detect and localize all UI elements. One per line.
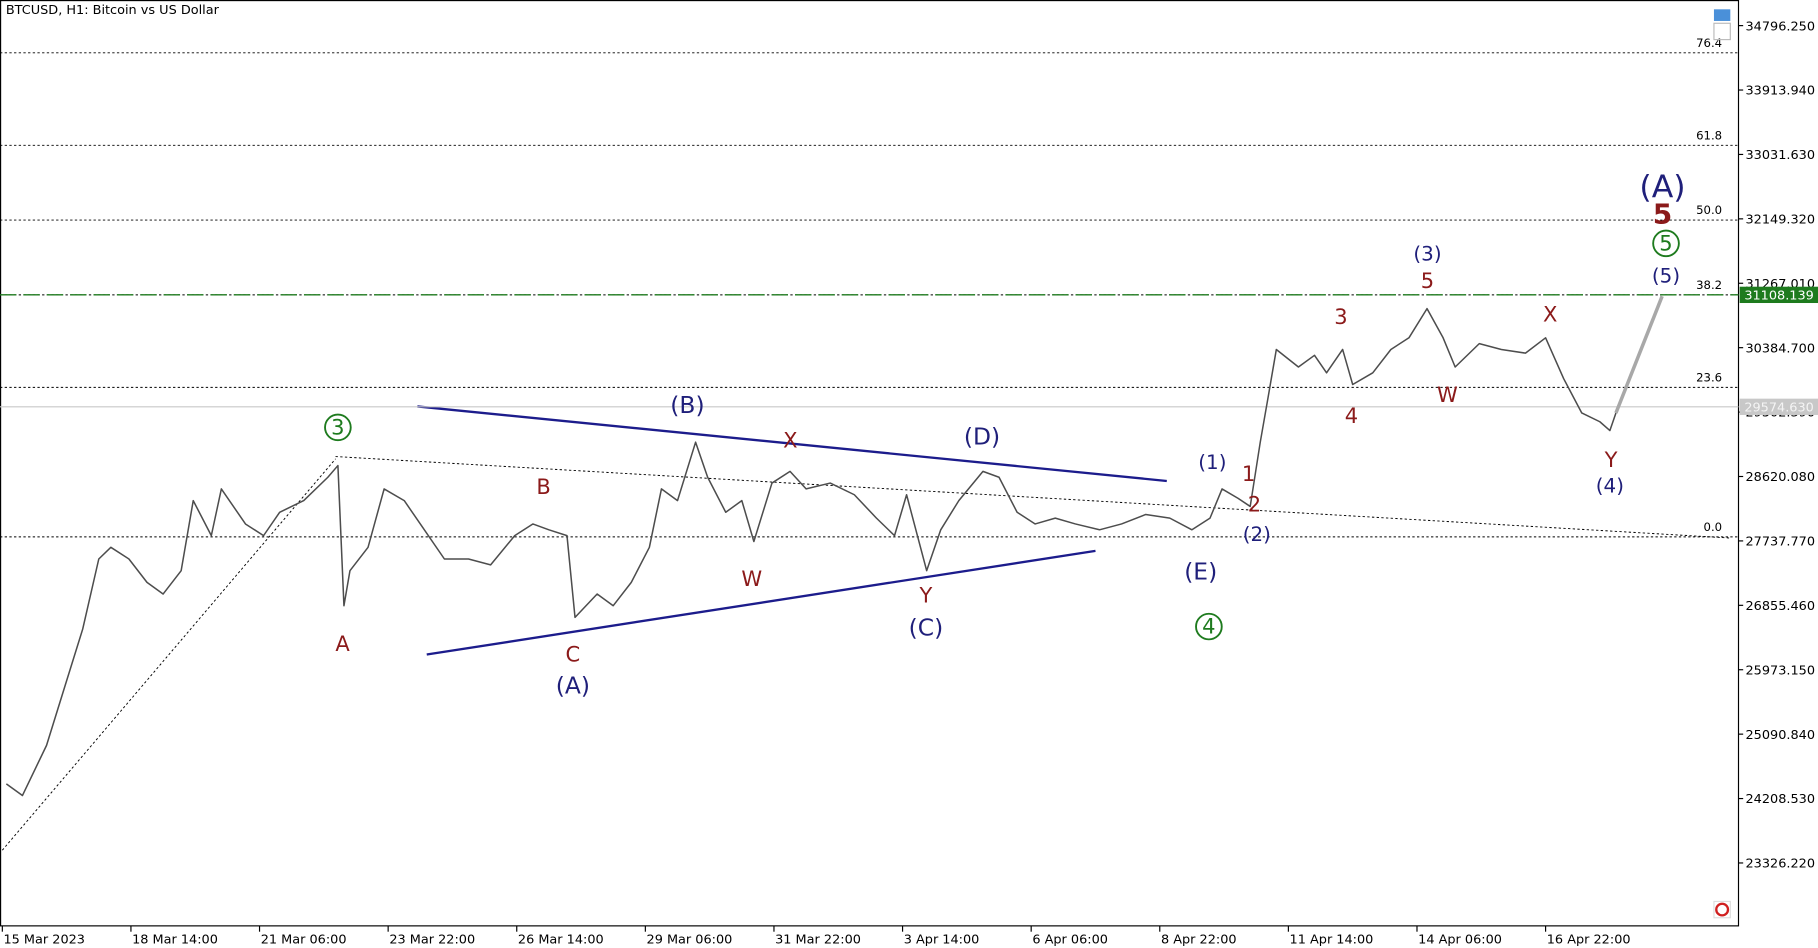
- x-tick-label: 6 Apr 06:00: [1032, 932, 1108, 947]
- wave-label: (C): [909, 613, 944, 641]
- wave-circle: [324, 413, 352, 442]
- wave-label: (3): [1413, 243, 1441, 266]
- fib-level-label: 23.6: [1696, 371, 1722, 385]
- projection-line: [1614, 295, 1664, 414]
- wave-label: 3: [331, 416, 344, 440]
- wave-label: A: [335, 632, 350, 656]
- x-tick-label: 15 Mar 2023: [4, 932, 86, 947]
- plot-frame: [0, 0, 1740, 927]
- wave-label: 5: [1659, 232, 1672, 256]
- x-tick-label: 31 Mar 22:00: [775, 932, 861, 947]
- y-tick-label: 30384.700: [1746, 341, 1816, 356]
- fib-level-label: 0.0: [1704, 520, 1723, 534]
- wave-label: 4: [1202, 615, 1215, 639]
- fib-level-label: 76.4: [1696, 36, 1722, 50]
- wave-label: 3: [1334, 305, 1347, 329]
- fib-level-label: 50.0: [1696, 203, 1722, 217]
- y-tick-label: 34796.250: [1746, 19, 1816, 34]
- y-tick-label: 32149.320: [1746, 213, 1816, 228]
- wave-label: X: [1543, 303, 1557, 327]
- wave-circle: [1195, 612, 1223, 641]
- price-level-box: [1739, 286, 1818, 304]
- wave-circle: [1652, 229, 1680, 258]
- y-tick-label: 27737.770: [1746, 535, 1816, 550]
- wave-label: 1: [1242, 462, 1255, 486]
- x-tick-label: 21 Mar 06:00: [261, 932, 347, 947]
- trade-icon-mark: [1715, 902, 1730, 917]
- price-level-box: [1739, 398, 1818, 415]
- wave-label: (A): [556, 672, 590, 700]
- y-tick-label: 33031.630: [1746, 148, 1816, 163]
- fib-base-line: [1, 458, 336, 851]
- toolbar-icon[interactable]: [1713, 9, 1731, 21]
- wave-label: 5: [1421, 269, 1434, 293]
- fib-base-line: [335, 456, 1731, 539]
- y-tick-label: 33913.940: [1746, 84, 1816, 99]
- fib-level-label: 61.8: [1696, 128, 1722, 142]
- wave-label: 5: [1653, 197, 1673, 230]
- x-tick-label: 11 Apr 14:00: [1290, 932, 1374, 947]
- y-tick-label: 24208.530: [1746, 792, 1816, 807]
- triangle-lower-line: [426, 549, 1096, 656]
- wave-label: B: [536, 475, 550, 499]
- x-tick-label: 3 Apr 14:00: [904, 932, 980, 947]
- x-tick-label: 29 Mar 06:00: [647, 932, 733, 947]
- y-tick-label: 25973.150: [1746, 663, 1816, 678]
- wave-label: 4: [1345, 404, 1358, 428]
- plot: 34796.25033913.94033031.63032149.3203126…: [0, 19, 1818, 947]
- chart-header: BTCUSD, H1: Bitcoin vs US Dollar: [6, 3, 220, 18]
- x-tick-label: 26 Mar 14:00: [518, 932, 604, 947]
- x-tick-label: 14 Apr 06:00: [1418, 932, 1502, 947]
- triangle-upper-line: [417, 405, 1167, 483]
- price-line: [5, 307, 1617, 797]
- wave-label: (4): [1596, 474, 1624, 497]
- wave-labels: (B) (D) (A) (C) (E) (1) (2) (3) (4) (5) …: [324, 170, 1686, 700]
- wave-label: Y: [919, 583, 933, 607]
- wave-label: (D): [964, 422, 1000, 450]
- wave-label: Y: [1604, 448, 1618, 472]
- x-tick-label: 23 Mar 22:00: [389, 932, 475, 947]
- wave-label: (B): [670, 391, 704, 419]
- x-tick-label: 18 Mar 14:00: [132, 932, 218, 947]
- price-level-label: 31108.139: [1744, 289, 1814, 304]
- wave-label: C: [566, 643, 581, 667]
- x-tick-label: 8 Apr 22:00: [1161, 932, 1237, 947]
- wave-label: (2): [1243, 523, 1271, 546]
- y-tick-label: 28620.080: [1746, 470, 1816, 485]
- wave-label: W: [1437, 383, 1458, 407]
- wave-label: (5): [1652, 265, 1680, 288]
- fib-level-label: 38.2: [1696, 278, 1722, 292]
- wave-label: (1): [1198, 451, 1226, 474]
- y-tick-label: 26855.460: [1746, 599, 1816, 614]
- toolbar-icon[interactable]: [1713, 22, 1731, 41]
- wave-label: (A): [1639, 170, 1685, 206]
- y-tick-label: 23326.220: [1746, 857, 1816, 872]
- wave-label: X: [783, 428, 797, 452]
- price-level-label: 29574.630: [1744, 400, 1814, 415]
- y-tick-label: 25090.840: [1746, 728, 1816, 743]
- wave-label: 2: [1248, 492, 1261, 516]
- wave-label: (E): [1184, 558, 1217, 586]
- x-tick-label: 16 Apr 22:00: [1547, 932, 1631, 947]
- wave-label: W: [741, 567, 762, 591]
